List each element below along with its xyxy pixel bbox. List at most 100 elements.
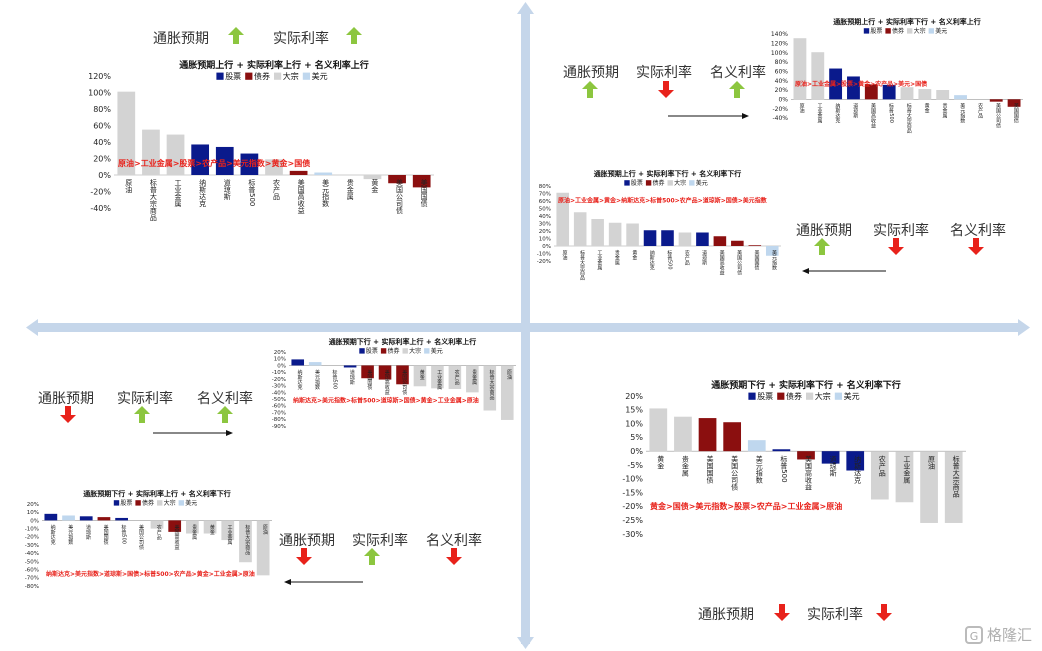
bar bbox=[643, 230, 657, 246]
bar bbox=[661, 230, 674, 246]
category-label: 农产品 bbox=[684, 249, 690, 266]
bar bbox=[115, 517, 128, 521]
category-label: 美国高收益 bbox=[297, 178, 305, 214]
category-label: 标普500 bbox=[248, 178, 256, 206]
y-tick-label: 40% bbox=[775, 78, 789, 85]
bar bbox=[466, 365, 479, 393]
legend-label: 大宗 bbox=[914, 27, 926, 35]
bar bbox=[797, 451, 815, 460]
bar bbox=[396, 365, 409, 385]
legend-label: 大宗 bbox=[409, 347, 421, 355]
category-label: 标普大宗商品 bbox=[906, 103, 912, 135]
quadrant-label: 实际利率 bbox=[117, 391, 173, 407]
category-label: 原油 bbox=[125, 179, 133, 194]
category-label: 美国公司债 bbox=[736, 249, 742, 276]
category-label: 贵金属 bbox=[191, 524, 197, 541]
bar bbox=[811, 52, 825, 100]
quadrant-label: 实际利率 bbox=[352, 533, 408, 549]
category-label: 美国高收益 bbox=[384, 369, 390, 395]
vertical-axis-arrow-down bbox=[517, 637, 534, 649]
category-label: 纳斯达克 bbox=[296, 369, 302, 391]
category-label: 原油 bbox=[799, 103, 805, 114]
up-green-arrow-icon bbox=[364, 548, 380, 565]
bar bbox=[591, 219, 604, 246]
bar bbox=[168, 520, 182, 532]
y-tick-label: 60% bbox=[93, 121, 111, 130]
category-label: 标普大宗商品 bbox=[149, 178, 157, 222]
y-tick-label: -40% bbox=[90, 204, 111, 213]
category-label: 美国国债 bbox=[103, 524, 109, 546]
y-tick-label: -30% bbox=[25, 543, 39, 549]
legend-label: 股票 bbox=[120, 500, 132, 507]
category-label: 农产品 bbox=[454, 369, 460, 386]
category-label: 农产品 bbox=[977, 103, 983, 120]
category-label: 美国公司债 bbox=[995, 103, 1001, 130]
category-label: 工业金属 bbox=[596, 250, 602, 271]
legend-label: 债券 bbox=[653, 179, 665, 187]
y-tick-label: 100% bbox=[771, 50, 788, 57]
quadrant-label: 通胀预期 bbox=[796, 223, 852, 239]
category-label: 美国国债 bbox=[706, 454, 714, 484]
bar bbox=[895, 451, 914, 503]
legend-swatch bbox=[885, 28, 891, 34]
connector-arrow-q5 bbox=[284, 579, 363, 585]
category-label: 纳斯达克 bbox=[834, 103, 840, 125]
y-tick-label: -50% bbox=[25, 559, 39, 565]
chart-title: 通胀预期上行 + 实际利率上行 + 名义利率上行 bbox=[179, 59, 369, 71]
y-tick-label: -10% bbox=[272, 370, 286, 376]
horizontal-axis-arrow-left bbox=[26, 319, 38, 336]
y-tick-label: -80% bbox=[25, 584, 39, 590]
up-green-arrow-icon bbox=[346, 27, 362, 44]
bar bbox=[378, 365, 392, 380]
y-tick-label: 20% bbox=[93, 154, 111, 163]
chart-title: 通胀预期上行 + 实际利率下行 + 名义利率下行 bbox=[594, 169, 741, 178]
y-tick-label: 10% bbox=[27, 510, 39, 516]
category-label: 纳斯达克 bbox=[199, 178, 207, 208]
legend-swatch bbox=[402, 348, 408, 354]
category-label: 美国公司债 bbox=[401, 369, 407, 396]
y-tick-label: -20% bbox=[772, 106, 788, 113]
legend-label: 股票 bbox=[366, 348, 378, 355]
y-tick-label: -30% bbox=[622, 530, 643, 539]
y-tick-label: 20% bbox=[775, 87, 789, 94]
bar bbox=[920, 451, 938, 523]
chart-title: 通胀预期下行 + 实际利率上行 + 名义利率上行 bbox=[329, 337, 476, 346]
legend-label: 大宗 bbox=[164, 499, 176, 507]
legend-label: 美元 bbox=[844, 391, 860, 401]
y-tick-label: -20% bbox=[622, 502, 643, 511]
bar bbox=[221, 520, 235, 541]
bar bbox=[674, 416, 692, 452]
legend-label: 美元 bbox=[696, 179, 708, 187]
category-label: 道琼斯 bbox=[701, 249, 707, 266]
category-label: 美国高收益 bbox=[719, 249, 725, 275]
y-tick-label: -5% bbox=[627, 461, 643, 470]
bar bbox=[698, 418, 717, 452]
up-green-arrow-icon bbox=[729, 81, 745, 98]
category-label: 黄金 bbox=[419, 369, 425, 380]
category-label: 标普大宗商品 bbox=[244, 524, 250, 556]
category-label: 美国公司债 bbox=[396, 178, 404, 215]
y-tick-label: 50% bbox=[539, 206, 551, 212]
y-tick-label: -80% bbox=[272, 417, 286, 423]
category-label: 纳斯达克 bbox=[649, 249, 655, 271]
bar bbox=[649, 408, 668, 452]
y-tick-label: 120% bbox=[88, 72, 111, 81]
vertical-axis-arrow-up bbox=[517, 2, 534, 14]
y-tick-label: -20% bbox=[90, 187, 111, 196]
bar bbox=[989, 99, 1003, 102]
category-label: 美元指数 bbox=[771, 249, 777, 271]
quadrant-label: 实际利率 bbox=[873, 223, 929, 239]
bar bbox=[361, 365, 374, 379]
bar bbox=[870, 451, 889, 500]
bar bbox=[62, 515, 75, 521]
y-tick-label: 20% bbox=[274, 350, 286, 356]
category-label: 原油 bbox=[506, 369, 512, 380]
legend-label: 大宗 bbox=[283, 71, 299, 81]
category-label: 工业金属 bbox=[174, 179, 182, 208]
category-label: 美国国债 bbox=[754, 249, 760, 271]
category-label: 道琼斯 bbox=[852, 103, 858, 120]
